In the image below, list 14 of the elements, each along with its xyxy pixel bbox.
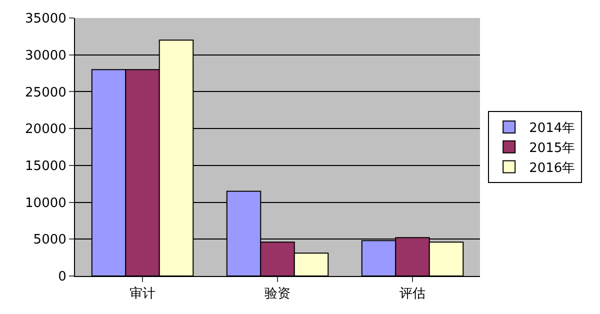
- legend-label: 2015年: [529, 140, 576, 156]
- y-tick-label: 10000: [25, 196, 66, 211]
- x-tick-label: 评估: [400, 286, 426, 302]
- y-tick-label: 15000: [25, 158, 66, 174]
- x-tick-label: 审计: [130, 286, 156, 302]
- legend-label: 2014年: [529, 121, 576, 136]
- legend-label: 2016年: [529, 160, 576, 176]
- x-tick-label: 验资: [264, 286, 290, 302]
- y-tick-label: 0: [58, 270, 66, 285]
- y-tick-label: 30000: [25, 48, 66, 64]
- y-tick-label: 25000: [25, 85, 66, 100]
- y-tick-label: 20000: [25, 122, 66, 138]
- y-tick-label: 35000: [25, 12, 66, 27]
- y-tick-label: 5000: [33, 232, 66, 248]
